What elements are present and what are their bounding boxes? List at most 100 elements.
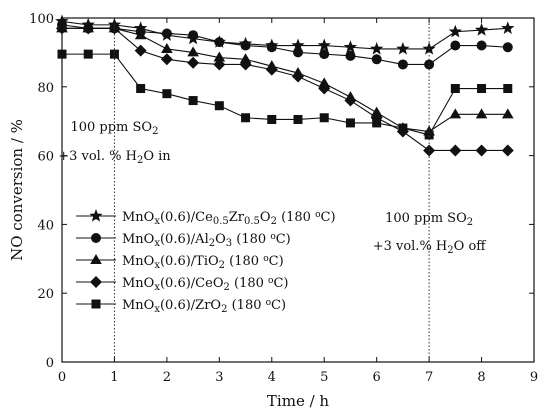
plot-frame [61,17,535,363]
data-point [501,21,515,34]
series-line [62,27,508,133]
data-point [345,50,356,61]
legend-label: MnOx(0.6)/CeO2 (180 oC) [122,276,288,293]
series-square [57,49,513,140]
legend-marker [90,276,102,288]
data-point [134,29,147,40]
y-tick-label: 100 [29,12,54,27]
legend-label: MnOx(0.6)/Ce0.5Zr0.5O2 (180 oC) [122,210,336,227]
data-point [160,53,173,66]
data-point [424,130,434,140]
data-point [343,40,358,53]
data-point [449,144,462,157]
plot-marks [55,14,515,157]
data-point [450,40,461,51]
y-tick-label: 20 [37,287,54,302]
x-tick-label: 4 [268,370,276,385]
legend-marker [91,233,101,243]
data-point [213,58,226,71]
data-point [293,47,303,58]
legend-item: MnOx(0.6)/CeO2 (180 oC) [76,276,288,293]
x-tick-label: 1 [110,370,118,385]
y-tick-label: 0 [46,356,54,371]
data-point [161,42,173,53]
data-point [187,46,199,57]
legend-item: MnOx(0.6)/Ce0.5Zr0.5O2 (180 oC) [76,209,336,227]
x-tick-label: 8 [477,370,485,385]
data-point [448,24,462,38]
data-point [161,28,172,39]
x-tick-label: 0 [58,370,66,385]
series-star [55,14,515,55]
annotation-text: 100 ppm SO2 [70,120,158,137]
data-point [187,56,200,69]
data-point [239,58,252,71]
y-tick-label: 60 [37,150,54,165]
legend-marker [90,254,102,264]
data-point [370,41,384,55]
data-point [188,96,198,106]
data-point [475,108,488,119]
data-point [372,118,382,128]
legend-item: MnOx(0.6)/ZrO2 (180 oC) [76,298,286,315]
data-point [293,114,303,124]
data-point [396,41,410,55]
x-tick-label: 7 [425,370,433,385]
legend-marker [89,209,103,222]
legend-item: MnOx(0.6)/TiO2 (180 oC) [76,254,284,271]
data-point [502,42,513,53]
legend-label: MnOx(0.6)/TiO2 (180 oC) [122,254,284,271]
data-point [319,49,330,60]
x-tick-label: 9 [530,370,538,385]
data-point [266,42,277,53]
data-point [267,114,277,124]
legend-label: MnOx(0.6)/Al2O3 (180 oC) [122,232,291,249]
data-point [476,40,487,51]
data-point [134,44,147,57]
data-point [371,54,382,65]
data-point [474,23,489,36]
data-point [109,49,119,59]
annotations: 100 ppm SO2 +3 vol. % H2O in 100 ppm SO2 +3… [58,20,487,360]
data-point [241,113,251,123]
data-point [291,38,305,52]
data-point [501,144,514,157]
legend: MnOx(0.6)/Ce0.5Zr0.5O2 (180 oC) MnOx(0.6)… [76,209,336,315]
series-triangle [56,22,514,136]
data-point [450,84,460,94]
x-axis-title: Time / h [267,392,329,410]
data-point [317,38,331,52]
data-point [239,53,252,64]
data-point [319,113,329,123]
data-point [345,118,355,128]
annotation-text: +3 vol. % H2O in [58,149,171,166]
x-tick-label: 3 [215,370,223,385]
series-circle [57,19,513,70]
legend-marker [91,299,101,309]
y-axis-title: NO conversion / % [8,119,26,261]
annotation-text: 100 ppm SO2 [385,211,473,228]
y-tick-label: 80 [37,81,54,96]
series-line [61,20,508,50]
y-tick-label: 40 [37,218,54,233]
legend-item: MnOx(0.6)/Al2O3 (180 oC) [76,232,291,249]
axes: 0 1 2 3 4 5 6 7 8 9 0 20 40 60 80 100 [29,12,538,385]
x-tick-label: 5 [320,370,328,385]
data-point [188,30,199,41]
data-point [501,108,514,119]
data-point [162,89,172,99]
data-point [213,51,226,62]
annotation-text: +3 vol.% H2O off [373,239,488,256]
data-point [424,59,435,70]
data-point [475,144,488,157]
data-point [449,108,462,119]
series-line [61,24,508,65]
data-point [318,77,331,88]
data-point [398,123,408,133]
data-point [344,94,357,107]
data-point [214,37,225,48]
data-point [265,63,278,76]
data-point [83,49,93,59]
data-point [503,84,513,94]
